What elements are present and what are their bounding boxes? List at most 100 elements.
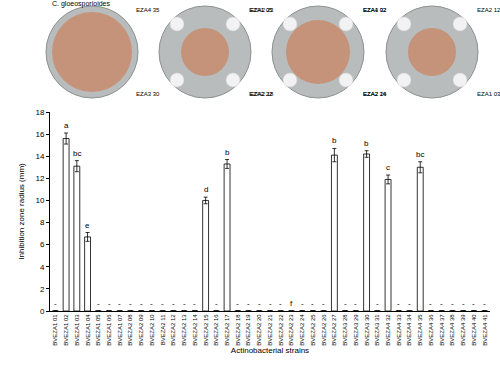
svg-text:BVEZA3 31: BVEZA3 31 — [374, 314, 380, 346]
svg-text:-: - — [344, 299, 347, 308]
svg-text:-: - — [354, 299, 357, 308]
svg-text:-: - — [172, 299, 175, 308]
svg-text:16: 16 — [35, 130, 44, 139]
svg-text:BVEZA2 17: BVEZA2 17 — [224, 314, 230, 346]
svg-text:-: - — [311, 299, 314, 308]
svg-text:BVEZA4 32: BVEZA4 32 — [385, 314, 391, 346]
svg-text:BVEZA2 25: BVEZA2 25 — [310, 314, 316, 346]
svg-text:-: - — [483, 299, 486, 308]
svg-text:f: f — [290, 299, 293, 308]
svg-text:BVEZA2 21: BVEZA2 21 — [267, 314, 273, 346]
svg-text:-: - — [269, 299, 272, 308]
svg-text:4: 4 — [40, 263, 45, 272]
svg-text:BVEZA4 38: BVEZA4 38 — [449, 314, 455, 346]
svg-text:BVEZA4 37: BVEZA4 37 — [439, 314, 445, 346]
svg-text:BVEZA2 14: BVEZA2 14 — [192, 314, 198, 346]
svg-text:18: 18 — [35, 108, 44, 117]
svg-text:EZA2 24: EZA2 24 — [363, 91, 387, 97]
svg-text:BVEZA2 27: BVEZA2 27 — [331, 314, 337, 346]
svg-text:a: a — [64, 121, 69, 130]
svg-text:BVEZA3 30: BVEZA3 30 — [364, 314, 370, 346]
svg-text:BVEZA1 05: BVEZA1 05 — [95, 314, 101, 346]
svg-text:BVEZA2 16: BVEZA2 16 — [213, 314, 219, 346]
svg-text:BVEZA4 35: BVEZA4 35 — [417, 314, 423, 346]
svg-text:EZA3 30: EZA3 30 — [136, 91, 160, 97]
svg-text:EZA4 32: EZA4 32 — [363, 7, 387, 13]
svg-text:BVEZA2 09: BVEZA2 09 — [138, 314, 144, 346]
svg-text:c: c — [386, 163, 390, 172]
svg-text:-: - — [376, 299, 379, 308]
svg-text:e: e — [85, 221, 90, 230]
svg-text:BVEZA4 41: BVEZA4 41 — [482, 314, 488, 346]
svg-text:BVEZA1 01: BVEZA1 01 — [52, 314, 58, 346]
svg-text:-: - — [397, 299, 400, 308]
svg-text:-: - — [140, 299, 143, 308]
svg-text:-: - — [215, 299, 218, 308]
svg-text:Actinobacterial strains: Actinobacterial strains — [231, 346, 309, 355]
svg-text:bc: bc — [73, 149, 81, 158]
svg-text:EZA1 02: EZA1 02 — [363, 7, 387, 13]
svg-text:EZA4 35: EZA4 35 — [136, 7, 160, 13]
svg-text:BVEZA2 18: BVEZA2 18 — [235, 314, 241, 346]
svg-text:12: 12 — [35, 174, 44, 183]
svg-text:BVEZA2 26: BVEZA2 26 — [321, 314, 327, 346]
svg-text:BVEZA1 06: BVEZA1 06 — [106, 314, 112, 346]
svg-text:-: - — [236, 299, 239, 308]
svg-text:-: - — [150, 299, 153, 308]
svg-text:10: 10 — [35, 196, 44, 205]
svg-text:EZA2 23: EZA2 23 — [250, 7, 274, 13]
svg-text:-: - — [301, 299, 304, 308]
svg-text:BVEZA2 11: BVEZA2 11 — [160, 314, 166, 346]
svg-text:BVEZA2 23: BVEZA2 23 — [288, 314, 294, 346]
svg-text:EZA2 18: EZA2 18 — [250, 91, 274, 97]
svg-text:-: - — [161, 299, 164, 308]
svg-text:BVEZA4 40: BVEZA4 40 — [471, 314, 477, 346]
svg-text:BVEZA2 19: BVEZA2 19 — [245, 314, 251, 346]
svg-text:-: - — [451, 299, 454, 308]
svg-text:EZA2 12: EZA2 12 — [477, 7, 500, 13]
svg-text:2: 2 — [40, 285, 45, 294]
svg-text:0: 0 — [40, 307, 45, 316]
svg-text:-: - — [440, 299, 443, 308]
svg-text:6: 6 — [40, 240, 45, 249]
svg-text:BVEZA1 02: BVEZA1 02 — [63, 314, 69, 346]
svg-text:EZA1 03: EZA1 03 — [477, 91, 500, 97]
svg-text:BVEZA2 08: BVEZA2 08 — [127, 314, 133, 346]
svg-text:8: 8 — [40, 218, 45, 227]
svg-text:BVEZA3 28: BVEZA3 28 — [342, 314, 348, 346]
svg-text:-: - — [279, 299, 282, 308]
svg-text:BVEZA2 24: BVEZA2 24 — [299, 314, 305, 346]
svg-text:-: - — [247, 299, 250, 308]
svg-text:-: - — [183, 299, 186, 308]
svg-text:-: - — [193, 299, 196, 308]
svg-text:-: - — [429, 299, 432, 308]
svg-text:BVEZA2 15: BVEZA2 15 — [203, 314, 209, 346]
svg-text:BVEZA1 04: BVEZA1 04 — [85, 314, 91, 346]
svg-text:14: 14 — [35, 152, 44, 161]
svg-text:BVEZA3 29: BVEZA3 29 — [353, 314, 359, 346]
svg-text:-: - — [54, 299, 57, 308]
svg-text:b: b — [332, 136, 337, 145]
svg-text:BVEZA2 22: BVEZA2 22 — [278, 314, 284, 346]
svg-text:BVEZA2 13: BVEZA2 13 — [181, 314, 187, 346]
svg-text:BVEZA4 33: BVEZA4 33 — [396, 314, 402, 346]
svg-text:b: b — [225, 148, 230, 157]
svg-text:EZA1 05: EZA1 05 — [249, 7, 273, 13]
svg-text:-: - — [258, 299, 261, 308]
svg-text:EZA2 16: EZA2 16 — [363, 91, 387, 97]
svg-text:BVEZA1 03: BVEZA1 03 — [74, 314, 80, 346]
svg-text:BVEZA4 34: BVEZA4 34 — [406, 314, 412, 346]
svg-text:BVEZA2 12: BVEZA2 12 — [170, 314, 176, 346]
svg-text:bc: bc — [416, 150, 424, 159]
svg-text:-: - — [408, 299, 411, 308]
svg-text:-: - — [129, 299, 132, 308]
svg-text:b: b — [364, 139, 369, 148]
svg-text:EZA2 22: EZA2 22 — [249, 91, 273, 97]
svg-text:-: - — [472, 299, 475, 308]
svg-text:-: - — [108, 299, 111, 308]
svg-text:d: d — [204, 185, 208, 194]
svg-text:-: - — [97, 299, 100, 308]
svg-text:BVEZA4 39: BVEZA4 39 — [460, 314, 466, 346]
svg-text:BVEZA1 07: BVEZA1 07 — [117, 314, 123, 346]
svg-text:-: - — [322, 299, 325, 308]
